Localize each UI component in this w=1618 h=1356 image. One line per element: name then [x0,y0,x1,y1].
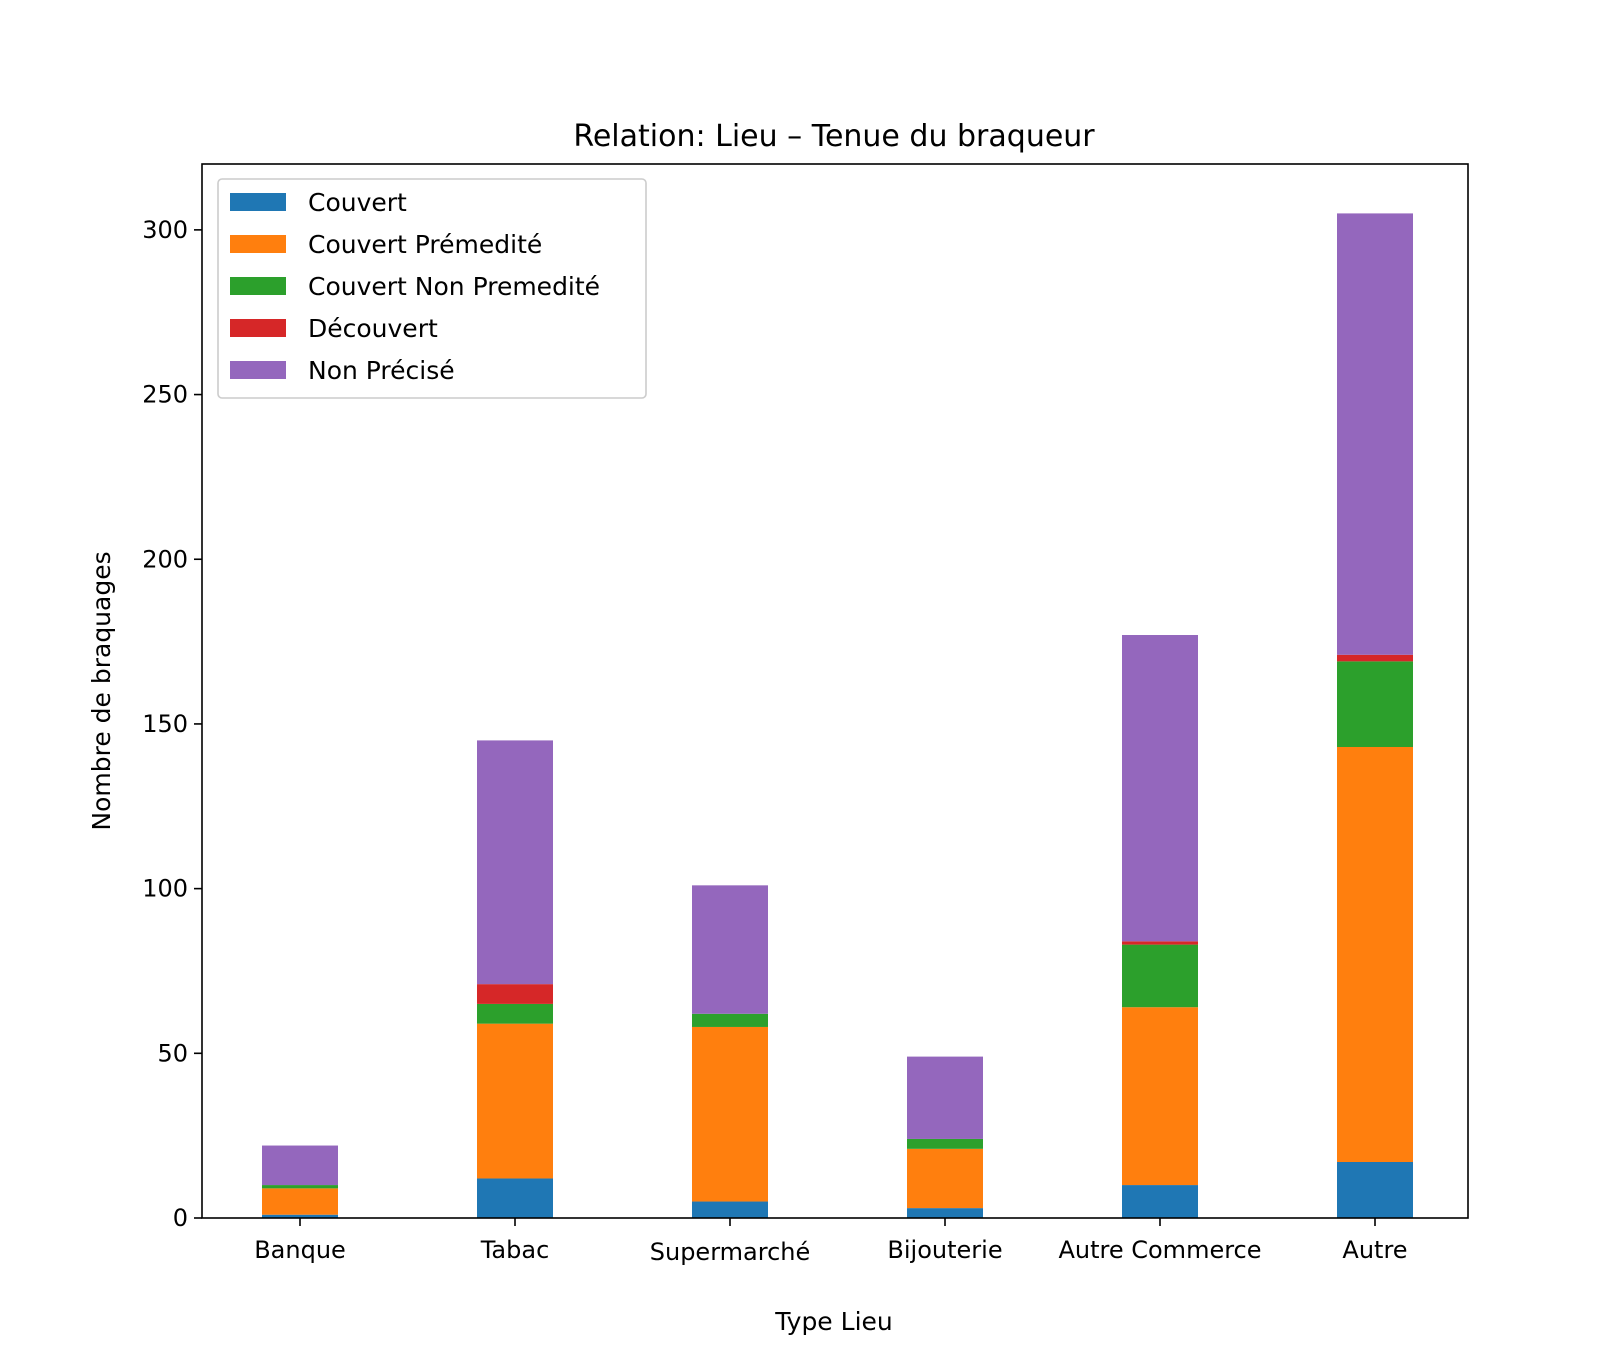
bar-4-series-2 [1122,944,1198,1008]
legend: Couvert Couvert Prémedité Couvert Non Prem… [217,178,647,399]
y-tick-label-5: 250 [142,381,188,409]
bar-5-series-0 [1337,1162,1413,1218]
bar-2-series-2 [692,1013,768,1027]
bar-3-series-0 [907,1208,983,1218]
bar-4-series-0 [1122,1185,1198,1218]
legend-swatch-2 [230,277,286,295]
bar-5-series-2 [1337,661,1413,747]
bar-1-series-0 [477,1178,553,1218]
y-tick-label-6: 300 [142,216,188,244]
x-axis: Banque Tabac Supermarché Bijouterie Autre Co… [254,1218,1408,1266]
legend-label-3: Découvert [308,314,438,343]
bar-3-series-1 [907,1148,983,1209]
legend-swatch-1 [230,235,286,253]
y-axis: 0 50 100 150 200 250 300 [142,216,202,1232]
legend-label-2: Couvert Non Premedité [308,272,600,301]
bar-2-series-0 [692,1201,768,1218]
bar-4-series-4 [1122,635,1198,942]
legend-swatch-0 [230,193,286,211]
x-tick-label-0: Banque [254,1236,346,1264]
bar-5-series-3 [1337,654,1413,662]
legend-swatch-3 [230,319,286,337]
bar-0-series-0 [262,1214,338,1218]
x-axis-label: Type Lieu [774,1307,892,1336]
bar-0-series-4 [262,1145,338,1186]
bar-2-series-4 [692,885,768,1014]
x-tick-label-2: Supermarché [650,1238,811,1266]
bar-0-series-2 [262,1185,338,1189]
bar-3-series-4 [907,1056,983,1139]
chart-title: Relation: Lieu – Tenue du braqueur [573,119,1095,154]
x-tick-label-3: Bijouterie [887,1236,1002,1264]
bar-1-series-2 [477,1003,553,1024]
legend-label-0: Couvert [308,188,407,217]
x-tick-label-4: Autre Commerce [1058,1236,1261,1264]
bar-4-series-1 [1122,1007,1198,1186]
bar-1-series-1 [477,1023,553,1179]
y-tick-label-4: 200 [142,545,188,573]
bar-3-series-2 [907,1138,983,1149]
bars-layer [262,213,1413,1218]
y-tick-label-2: 100 [142,875,188,903]
legend-swatch-4 [230,361,286,379]
legend-label-4: Non Précisé [308,356,455,385]
bar-4-series-3 [1122,941,1198,945]
bar-1-series-3 [477,984,553,1004]
bar-0-series-1 [262,1188,338,1215]
bar-1-series-4 [477,740,553,985]
bar-5-series-4 [1337,213,1413,655]
x-tick-label-5: Autre [1342,1236,1407,1264]
bar-5-series-1 [1337,746,1413,1163]
plot-frame [201,163,1469,1219]
y-tick-label-3: 150 [142,710,188,738]
y-tick-label-0: 0 [173,1204,188,1232]
y-tick-label-1: 50 [157,1039,188,1067]
legend-box [217,178,647,399]
y-axis-label: Nombre de braquages [87,551,116,830]
x-tick-label-1: Tabac [480,1236,550,1264]
legend-label-1: Couvert Prémedité [308,230,542,259]
bar-2-series-1 [692,1026,768,1202]
